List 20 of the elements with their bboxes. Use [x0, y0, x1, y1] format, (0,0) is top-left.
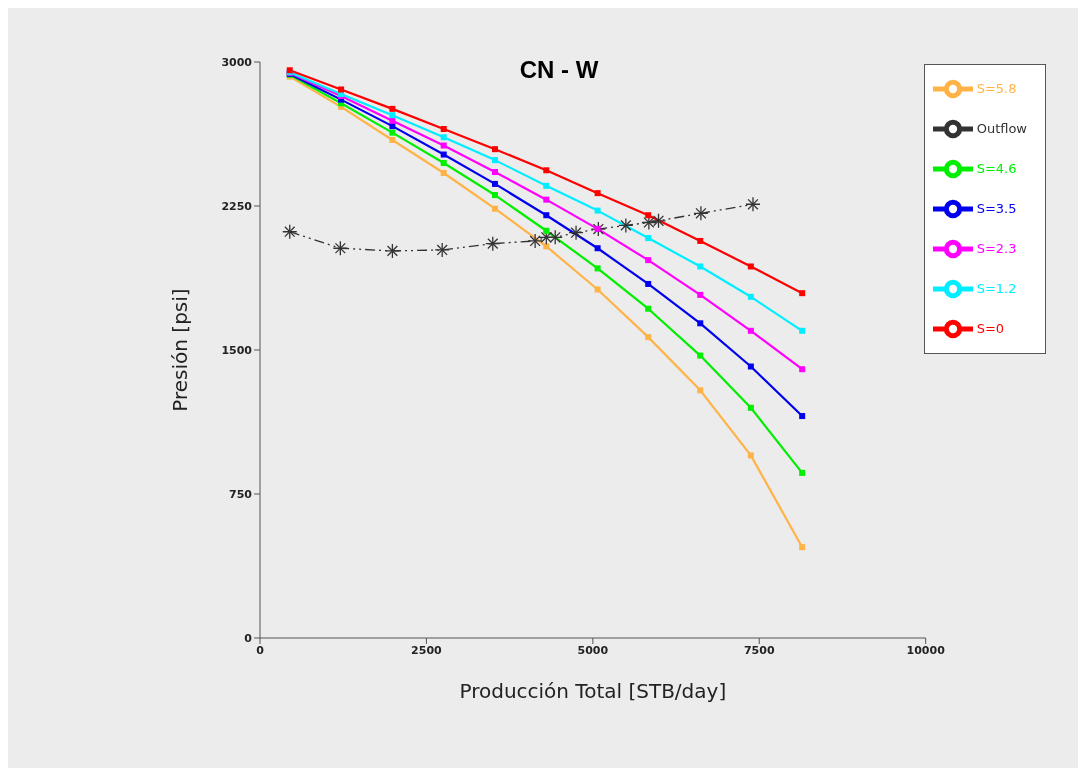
- legend-label: S=5.8: [976, 80, 1017, 96]
- chart-title: CN - W: [519, 56, 599, 83]
- y-tick-label: 750: [229, 487, 253, 501]
- x-tick-label: 2500: [411, 643, 443, 657]
- legend-label: S=1.2: [976, 280, 1017, 296]
- legend-label: S=0: [976, 320, 1005, 336]
- y-axis-title: Presión [psi]: [168, 288, 193, 412]
- x-tick-label: 7500: [743, 643, 775, 657]
- legend-label: S=4.6: [976, 160, 1017, 176]
- x-tick-label: 0: [256, 643, 265, 657]
- legend-label: Outflow: [976, 120, 1027, 136]
- y-tick-label: 0: [244, 631, 253, 645]
- x-tick-label: 10000: [906, 643, 946, 657]
- x-tick-label: 5000: [577, 643, 609, 657]
- legend-label: S=3.5: [976, 200, 1017, 216]
- legend-label: S=2.3: [976, 240, 1017, 256]
- x-axis-title: Producción Total [STB/day]: [459, 679, 727, 703]
- y-tick-label: 2250: [221, 199, 253, 213]
- y-tick-label: 1500: [221, 343, 253, 357]
- y-tick-label: 3000: [221, 55, 253, 69]
